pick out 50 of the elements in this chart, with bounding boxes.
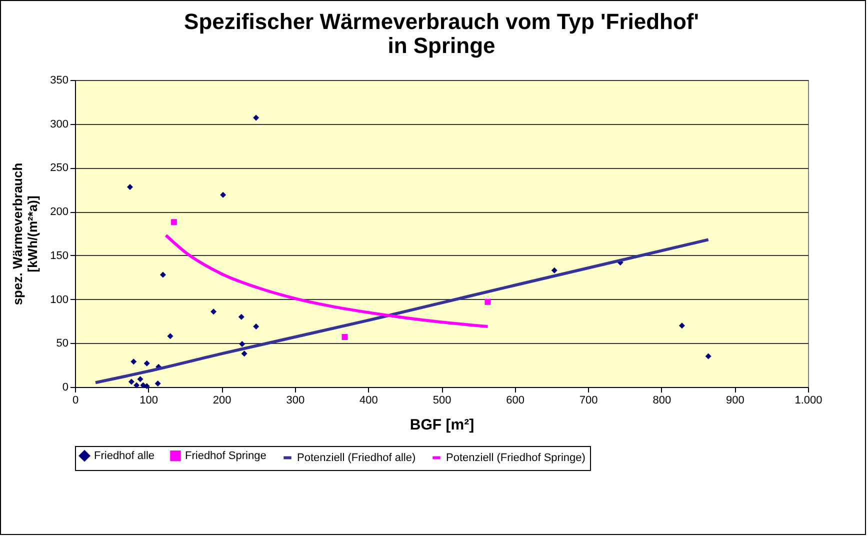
x-tick-label: 300 [286,394,305,406]
y-tick-label: 350 [50,74,68,86]
point [134,382,140,388]
point [167,333,174,340]
legend-label: Potenziell (Friedhof Springe) [446,452,586,464]
x-axis-title: BGF [m²] [410,416,474,434]
point [342,334,348,340]
x-tick-label: 100 [140,394,158,406]
point [678,322,685,329]
x-tick-label: 800 [652,394,672,406]
y-tick-label: 300 [50,118,68,130]
y-tick-label: 200 [50,206,68,218]
chart-title: Spezifischer Wärmeverbrauch vom Typ 'Friedhof' in Springe [184,9,699,58]
x-tick-label: 600 [506,394,524,406]
y-tick-label: 0 [62,382,68,394]
x-tick-label: 1.000 [794,394,822,406]
x-tick-label: 0 [72,394,79,406]
point [170,219,177,226]
y-tick-label: 250 [50,162,68,174]
point [253,114,260,121]
x-tick-label: 500 [432,394,452,406]
point [220,192,226,198]
point [705,353,712,360]
legend-label: Friedhof alle [94,450,155,462]
point [241,350,248,357]
point [551,267,558,274]
y-tick-label: 50 [56,338,68,350]
point [210,308,217,315]
point [144,360,150,366]
y-axis-title: spez. Wärmeverbrauch [kWh/(m²*a)] [10,162,40,306]
point [238,314,244,320]
line-series [164,234,490,328]
point [128,378,134,385]
x-tick-label: 200 [212,394,232,406]
point [137,376,144,382]
point [253,323,260,330]
point [484,298,491,305]
legend-label: Friedhof Springe [185,450,266,462]
point [154,380,161,386]
x-tick-label: 700 [579,394,598,406]
point [160,272,166,278]
y-tick-label: 100 [50,294,68,306]
y-tick-label: 150 [50,250,68,262]
x-tick-label: 900 [726,394,744,406]
line-series [94,238,710,384]
point [126,184,133,190]
point [239,341,246,348]
x-tick-label: 400 [360,394,378,406]
point [130,358,137,365]
legend-label: Potenziell (Friedhof alle) [297,452,416,464]
